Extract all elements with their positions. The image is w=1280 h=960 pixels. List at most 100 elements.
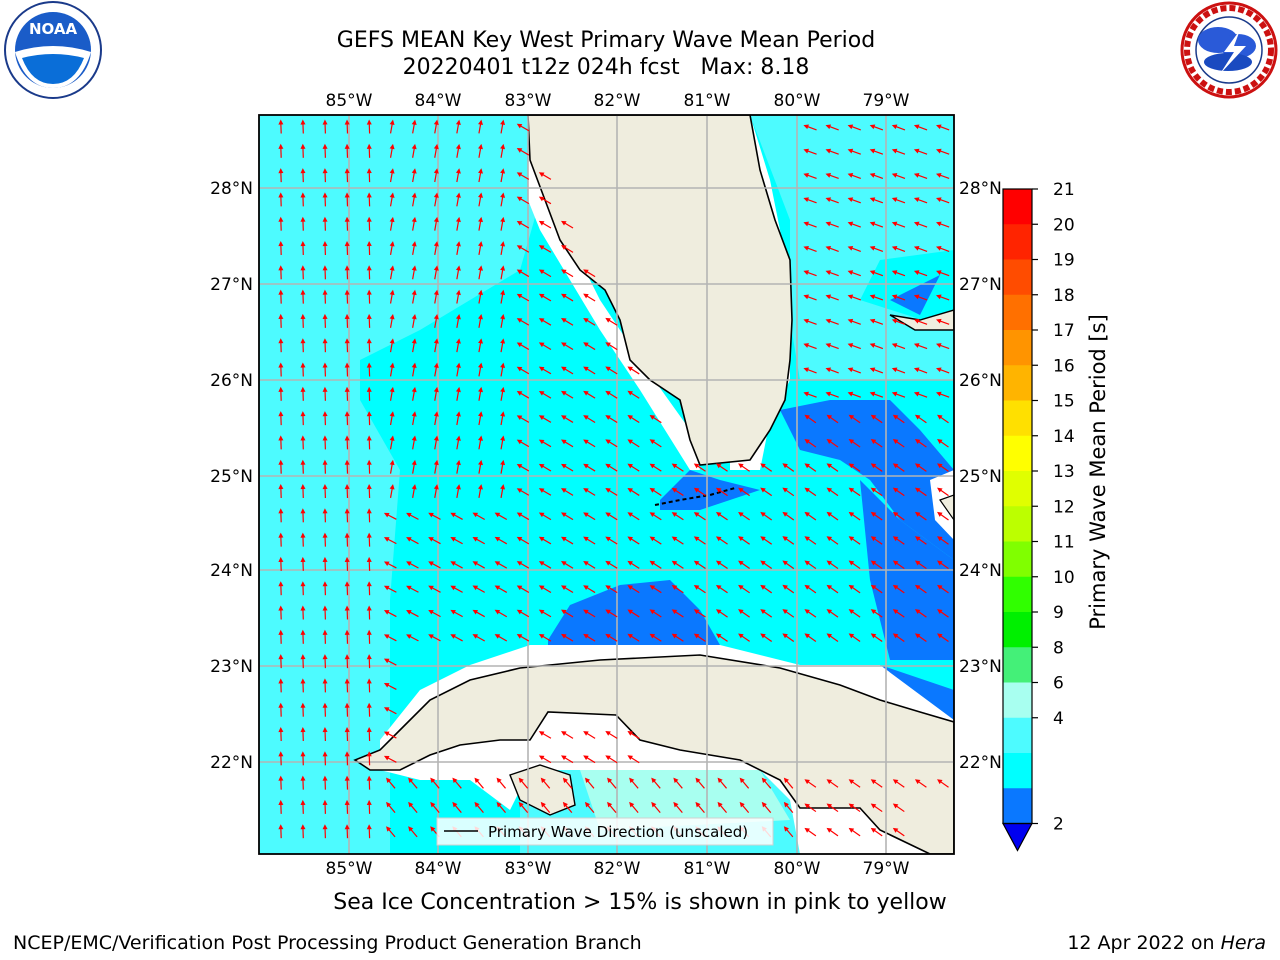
- wave-arrow-head: [869, 343, 876, 348]
- wave-arrow-head: [344, 605, 350, 611]
- wave-arrow-head: [538, 731, 545, 736]
- wave-arrow-head: [804, 439, 810, 444]
- wave-arrow-head: [803, 173, 809, 178]
- wave-arrow-head: [649, 487, 656, 493]
- wave-arrow-head: [561, 439, 567, 445]
- wave-arrow-head: [870, 487, 877, 493]
- wave-arrow-head: [366, 678, 372, 684]
- wave-arrow-head: [561, 488, 567, 493]
- wave-arrow-head: [516, 512, 523, 518]
- wave-arrow-head: [892, 536, 899, 542]
- wave-arrow-head: [389, 314, 395, 320]
- wave-arrow-head: [383, 610, 390, 615]
- colorbar-tick-label: 21: [1053, 180, 1075, 200]
- wave-arrow-head: [538, 220, 545, 226]
- wave-arrow-head: [300, 362, 306, 368]
- wave-arrow-head: [516, 148, 523, 153]
- wave-arrow-head: [891, 197, 898, 203]
- wave-arrow-head: [278, 702, 284, 708]
- wave-arrow-head: [936, 343, 942, 348]
- wave-arrow-head: [516, 415, 523, 421]
- wave-arrow-head: [344, 435, 350, 441]
- wave-arrow-head: [389, 241, 395, 247]
- wave-arrow-head: [500, 411, 506, 417]
- wave-arrow-head: [870, 803, 877, 809]
- colorbar-segment: [1003, 365, 1032, 402]
- wave-arrow-head: [500, 265, 506, 271]
- wave-arrow-head: [478, 362, 483, 368]
- wave-arrow-head: [430, 777, 436, 784]
- wave-arrow-head: [913, 173, 920, 178]
- wave-arrow-head: [760, 463, 766, 469]
- wave-arrow-head: [478, 265, 483, 271]
- lon-label-bottom: 84°W: [415, 859, 462, 879]
- wave-arrow-head: [869, 124, 876, 130]
- wave-arrow-head: [411, 143, 417, 150]
- lon-label-top: 81°W: [684, 91, 731, 111]
- wave-arrow-head: [411, 241, 417, 247]
- wave-arrow-head: [411, 216, 417, 223]
- wave-arrow-head: [804, 584, 810, 590]
- wave-arrow-head: [386, 826, 392, 832]
- wave-arrow-head: [803, 367, 809, 373]
- wave-arrow-head: [649, 585, 656, 590]
- wave-arrow-head: [383, 537, 390, 542]
- wave-arrow-head: [937, 463, 943, 469]
- wave-arrow-head: [452, 777, 458, 784]
- wave-arrow-head: [891, 245, 898, 251]
- wave-arrow-head: [760, 609, 766, 615]
- wave-arrow-head: [516, 463, 523, 469]
- wave-arrow-head: [344, 532, 350, 538]
- wave-arrow-head: [433, 119, 439, 125]
- wave-arrow-head: [847, 221, 854, 227]
- colorbar-tick-label: 4: [1053, 709, 1064, 729]
- wave-arrow-head: [278, 362, 284, 368]
- wave-arrow-head: [322, 508, 328, 514]
- wave-arrow-head: [494, 634, 501, 639]
- wave-arrow-head: [870, 633, 877, 639]
- wave-arrow-head: [538, 318, 545, 323]
- wave-arrow-head: [848, 584, 855, 590]
- wave-arrow-head: [561, 731, 567, 736]
- wave-arrow-head: [322, 338, 328, 344]
- wave-arrow-head: [389, 168, 395, 174]
- wave-arrow-head: [430, 826, 436, 832]
- wave-arrow-head: [892, 827, 899, 833]
- wave-arrow-head: [300, 216, 306, 222]
- wave-arrow-head: [627, 609, 633, 615]
- wave-arrow-head: [278, 289, 284, 295]
- wave-arrow-head: [715, 487, 722, 493]
- wave-arrow-head: [627, 536, 633, 542]
- wave-arrow-head: [344, 799, 350, 805]
- wave-arrow-head: [671, 487, 678, 493]
- wave-arrow-head: [913, 270, 920, 275]
- wave-arrow-head: [408, 777, 414, 784]
- wave-arrow-head: [300, 435, 306, 441]
- wave-arrow-head: [583, 390, 589, 396]
- wave-arrow-head: [494, 609, 501, 615]
- wave-arrow-head: [344, 581, 350, 587]
- wave-arrow-head: [825, 270, 832, 275]
- wave-arrow-head: [428, 561, 434, 566]
- wave-arrow-head: [649, 439, 656, 445]
- wave-arrow-head: [826, 584, 833, 590]
- wave-arrow-head: [389, 411, 395, 417]
- wave-arrow-head: [366, 143, 372, 149]
- wave-arrow-head: [322, 629, 328, 635]
- wave-arrow-head: [937, 487, 943, 493]
- wave-arrow-head: [760, 633, 766, 639]
- blue-region-bahamas: [890, 275, 940, 315]
- wave-arrow-head: [516, 293, 523, 299]
- lat-label-right: 27°N: [959, 275, 1002, 295]
- wave-arrow-head: [494, 561, 501, 566]
- wave-arrow-head: [450, 634, 456, 639]
- lon-label-top: 84°W: [415, 91, 462, 111]
- wave-arrow-head: [804, 536, 810, 542]
- wave-arrow-head: [278, 411, 284, 417]
- wave-arrow-head: [693, 512, 700, 517]
- wave-arrow-head: [500, 338, 506, 344]
- wave-arrow-head: [583, 342, 589, 348]
- wave-arrow-head: [478, 241, 483, 247]
- wave-arrow-head: [516, 172, 523, 178]
- wave-arrow-head: [455, 168, 461, 174]
